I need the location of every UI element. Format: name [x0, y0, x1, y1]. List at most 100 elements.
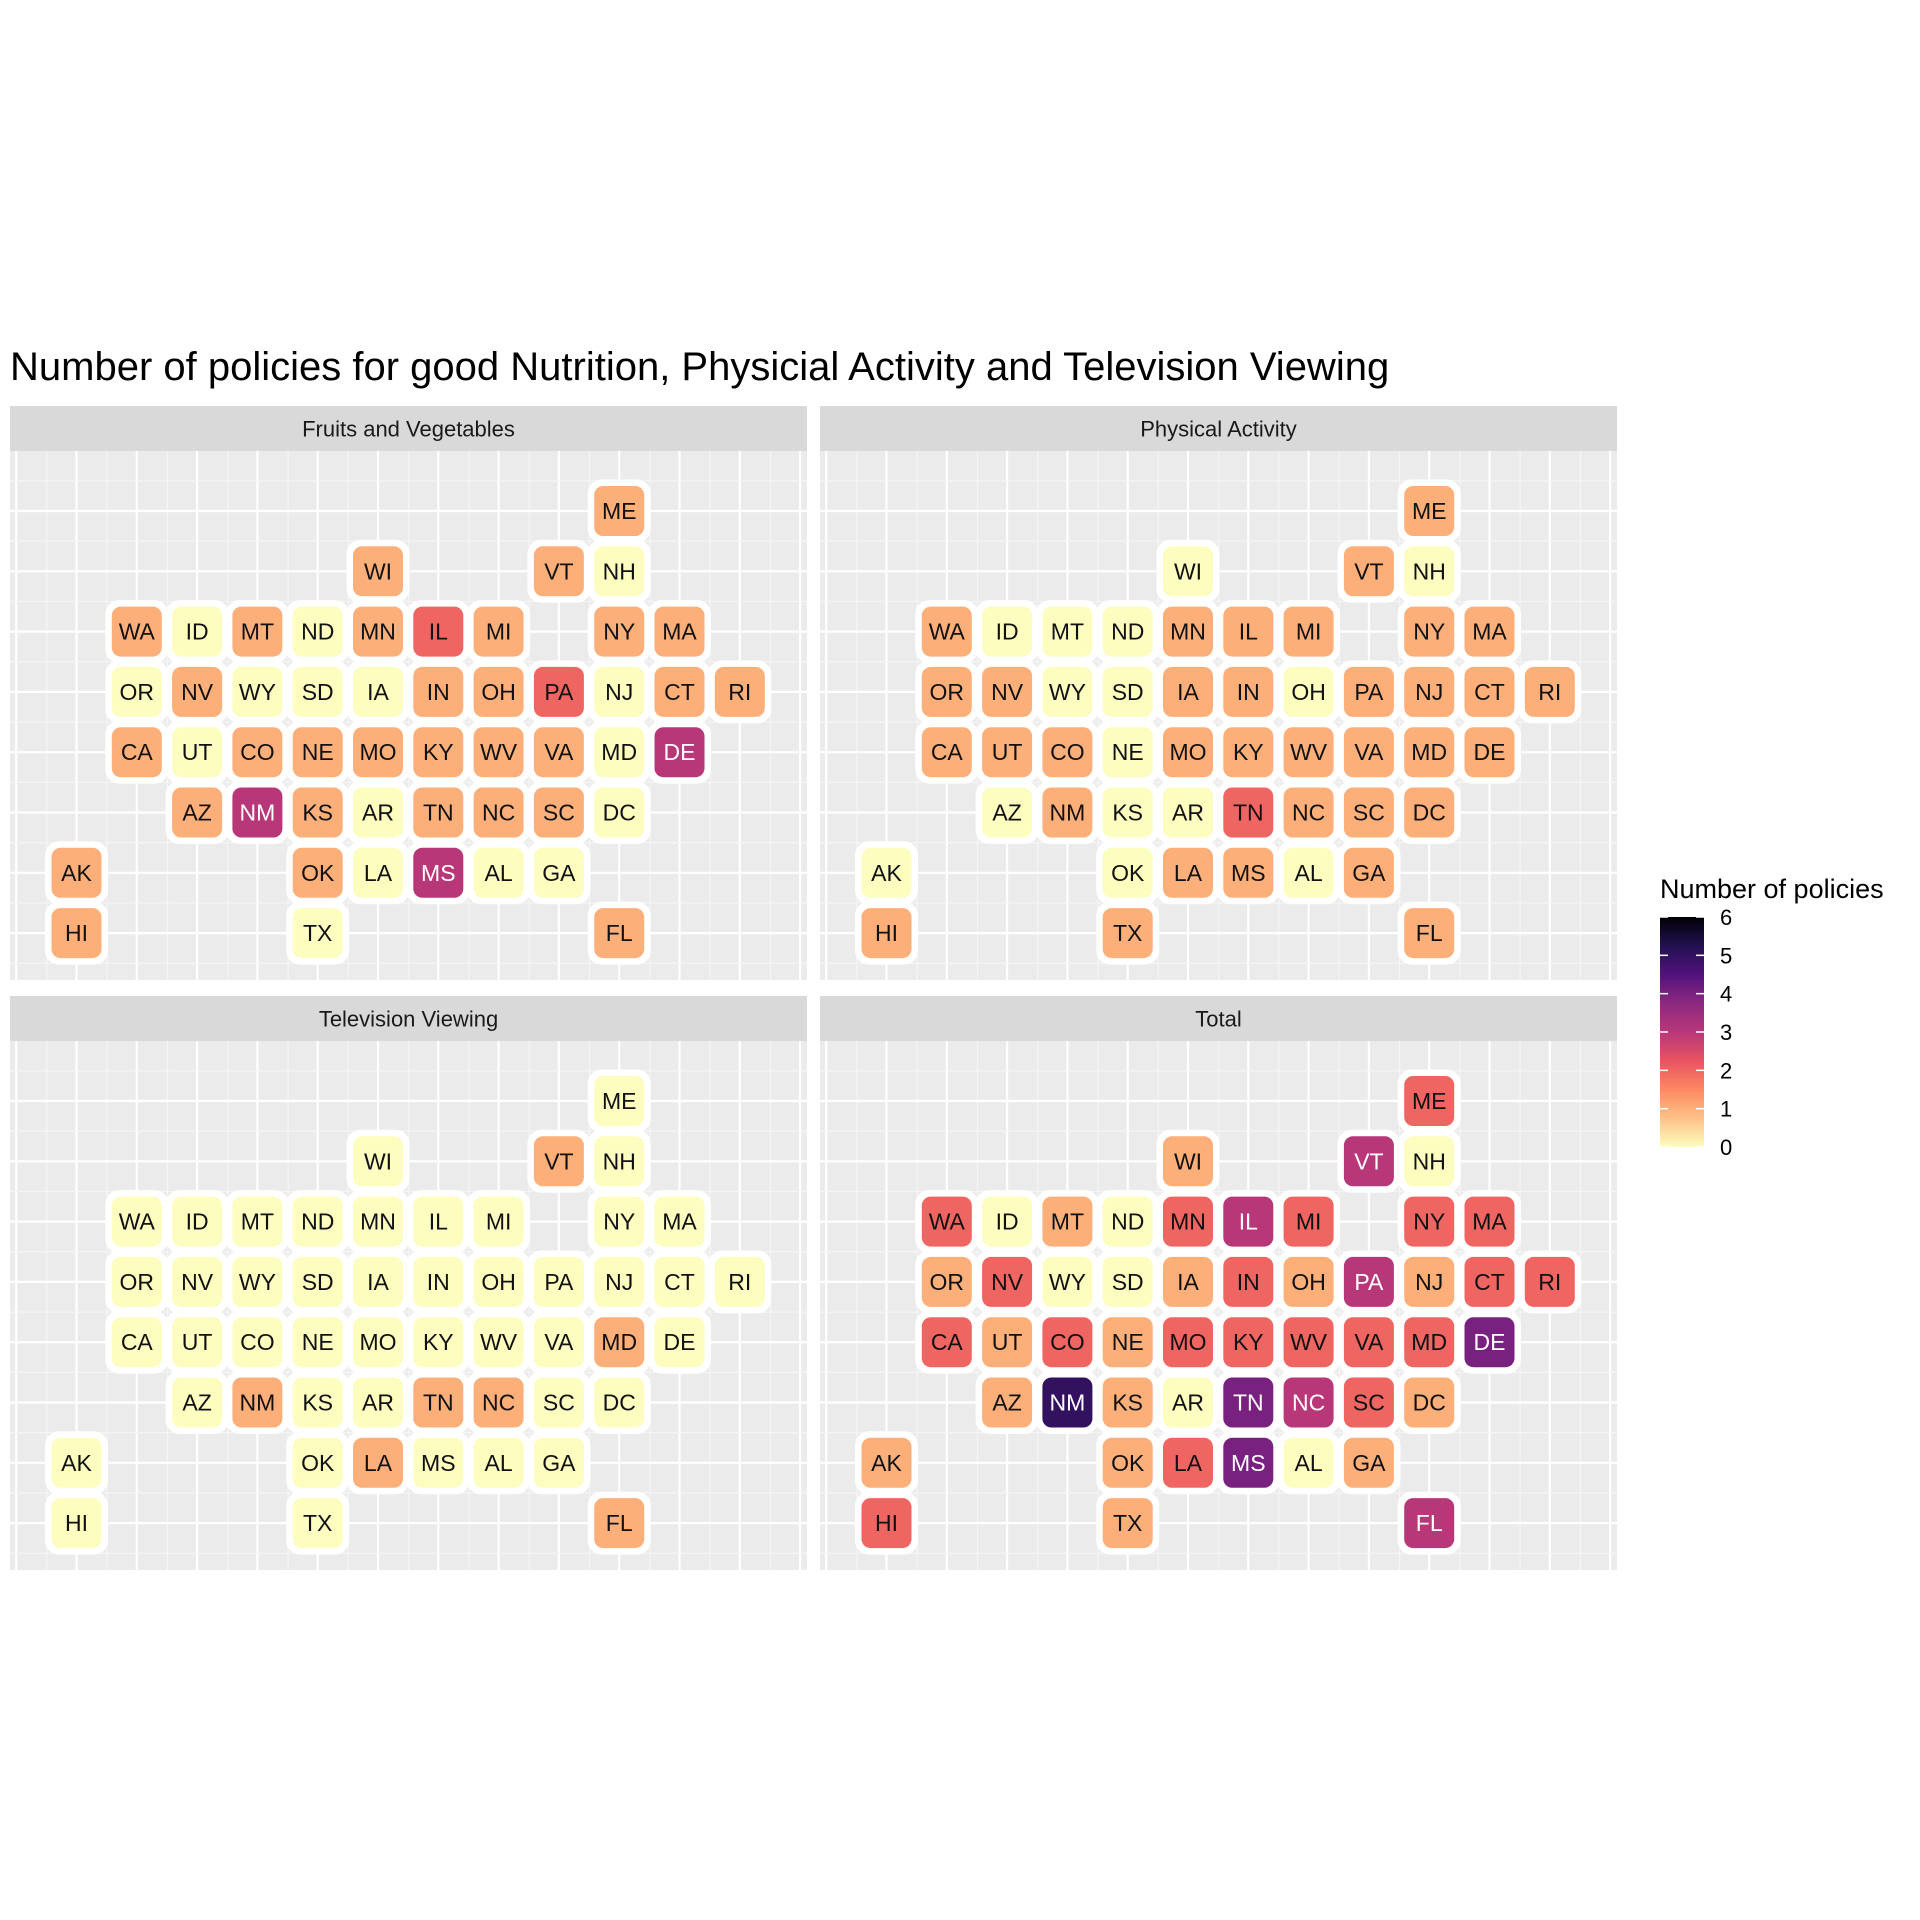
state-tile-fill [861, 1498, 912, 1549]
state-tile-vt: VT [533, 1136, 584, 1187]
state-tile-pa: PA [1343, 1256, 1394, 1307]
state-tile-fill [1283, 1377, 1334, 1428]
state-tile-az: AZ [982, 1377, 1033, 1428]
state-tile-fill [473, 847, 524, 898]
state-tile-nm: NM [232, 1377, 283, 1428]
facet-strip [10, 406, 807, 451]
state-tile-ky: KY [413, 727, 464, 778]
state-tile-ri: RI [714, 666, 765, 717]
state-label: RI [728, 1269, 751, 1295]
state-label: WI [1174, 1148, 1202, 1174]
state-tile-tn: TN [1223, 787, 1274, 838]
state-label: MS [1231, 860, 1266, 886]
state-tile-fill [413, 666, 464, 717]
state-tile-fill [292, 1498, 343, 1549]
state-label: IL [429, 619, 448, 645]
state-tile-fill [1223, 606, 1274, 657]
state-tile-fill [1163, 666, 1213, 717]
state-tile-ne: NE [1102, 1317, 1153, 1368]
state-tile-fill [982, 1256, 1033, 1307]
state-tile-ne: NE [292, 727, 343, 778]
state-tile-ar: AR [1163, 787, 1213, 838]
state-tile-mo: MO [1163, 727, 1213, 778]
state-tile-fill [654, 606, 705, 657]
state-label: DC [603, 1390, 636, 1416]
state-label: PA [544, 1269, 574, 1295]
state-tile-fill [1042, 1377, 1093, 1428]
state-tile-fill [1223, 1437, 1274, 1488]
state-tile-nh: NH [1404, 546, 1455, 597]
state-tile-la: LA [1163, 847, 1213, 898]
state-tile-fill [1042, 1256, 1093, 1307]
state-label: SC [543, 800, 575, 826]
state-label: PA [1354, 679, 1384, 705]
state-label: PA [1354, 1269, 1384, 1295]
state-label: OR [120, 679, 155, 705]
state-tile-ut: UT [172, 1317, 223, 1368]
state-label: MN [1170, 619, 1206, 645]
state-tile-fill [1404, 1317, 1455, 1368]
facet-strip-label: Physical Activity [1140, 417, 1297, 442]
facet-strip [820, 406, 1617, 451]
state-label: CO [1050, 739, 1085, 765]
state-label: OR [120, 1269, 155, 1295]
state-tile-fill [654, 666, 705, 717]
state-tile-fill [1223, 1317, 1274, 1368]
state-tile-fill [353, 847, 403, 898]
state-label: WA [119, 619, 156, 645]
state-tile-va: VA [1343, 727, 1394, 778]
state-tile-ok: OK [292, 847, 343, 898]
state-label: IL [429, 1209, 448, 1235]
state-tile-fill [51, 1437, 102, 1488]
state-tile-fill [1283, 787, 1334, 838]
state-tile-ct: CT [654, 666, 705, 717]
state-tile-fill [1042, 666, 1093, 717]
state-label: MD [1411, 1329, 1447, 1355]
state-tile-fill [594, 1256, 645, 1307]
state-label: NH [603, 1148, 636, 1174]
legend-tick-label: 4 [1720, 982, 1732, 1007]
state-label: FL [1416, 1510, 1443, 1536]
state-tile-fill [1343, 847, 1394, 898]
state-tile-fill [292, 847, 343, 898]
state-tile-fill [1042, 787, 1093, 838]
state-tile-ca: CA [921, 1317, 972, 1368]
state-tile-tx: TX [292, 1498, 343, 1549]
state-tile-mi: MI [473, 606, 524, 657]
state-tile-ga: GA [533, 847, 584, 898]
state-tile-al: AL [473, 847, 524, 898]
state-tile-fill [413, 787, 464, 838]
state-label: NJ [605, 1269, 633, 1295]
state-tile-az: AZ [982, 787, 1033, 838]
state-tile-sd: SD [1102, 1256, 1153, 1307]
state-label: WI [364, 1148, 392, 1174]
state-tile-ri: RI [714, 1256, 765, 1307]
state-tile-ct: CT [1464, 1256, 1515, 1307]
state-tile-fill [353, 1256, 403, 1307]
state-tile-hi: HI [51, 1498, 102, 1549]
state-tile-ia: IA [1163, 666, 1213, 717]
state-label: MS [421, 860, 456, 886]
state-label: NC [1292, 800, 1325, 826]
state-label: ND [1111, 619, 1144, 645]
state-label: NE [1112, 1329, 1144, 1355]
state-tile-ct: CT [654, 1256, 705, 1307]
state-label: ID [186, 619, 209, 645]
state-tile-id: ID [172, 1196, 223, 1247]
state-tile-fill [921, 727, 972, 778]
state-tile-fill [594, 546, 645, 597]
state-tile-fill [594, 727, 645, 778]
state-tile-mn: MN [1163, 606, 1213, 657]
state-label: NV [181, 679, 214, 705]
legend-tick-label: 0 [1720, 1135, 1732, 1160]
state-label: SD [1112, 679, 1144, 705]
state-label: OH [481, 679, 516, 705]
state-tile-la: LA [1163, 1437, 1213, 1488]
state-tile-fill [982, 606, 1033, 657]
state-tile-fill [594, 1136, 645, 1187]
state-tile-fill [533, 847, 584, 898]
state-tile-fill [292, 727, 343, 778]
state-label: AR [1172, 800, 1204, 826]
state-tile-ut: UT [172, 727, 223, 778]
state-label: MN [360, 1209, 396, 1235]
